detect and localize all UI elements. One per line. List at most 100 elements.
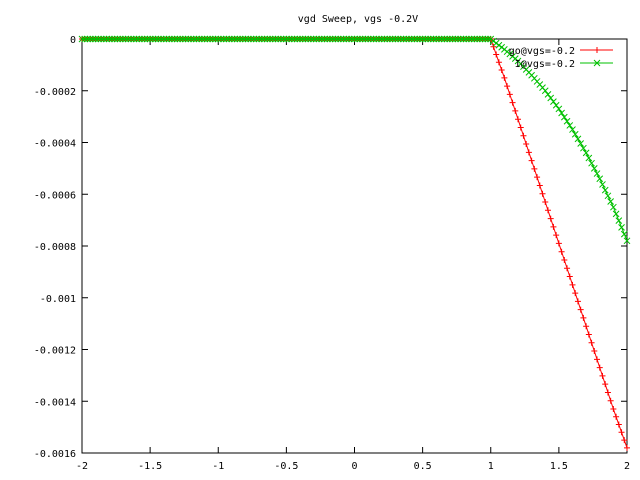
data-point — [247, 35, 255, 43]
data-point — [318, 35, 326, 43]
data-point — [217, 35, 225, 43]
data-point — [481, 35, 489, 43]
data-point — [274, 35, 282, 43]
data-point — [332, 35, 339, 43]
data-point — [329, 35, 337, 43]
data-point — [512, 107, 519, 114]
data-point — [157, 35, 165, 43]
data-point — [108, 35, 116, 43]
data-point — [258, 35, 266, 43]
data-point — [179, 35, 187, 43]
data-point — [588, 339, 595, 346]
data-point — [304, 35, 312, 43]
data-point — [585, 154, 593, 162]
x-tick-label: 1 — [488, 461, 494, 472]
data-point — [135, 35, 143, 43]
x-tick-label: -1.5 — [138, 461, 162, 472]
data-point — [342, 35, 350, 43]
data-point — [89, 35, 97, 43]
data-point — [571, 130, 579, 138]
data-point — [114, 35, 121, 43]
data-point — [484, 35, 492, 43]
data-point — [479, 35, 486, 43]
data-point — [353, 35, 361, 43]
y-tick-label: -0.0002 — [34, 87, 76, 98]
data-point — [504, 83, 511, 90]
y-tick-label: -0.0016 — [34, 449, 76, 460]
legend-item-1: go@vgs=-0.2 — [509, 46, 613, 57]
data-point — [280, 35, 288, 43]
data-point — [321, 35, 328, 43]
data-point — [493, 51, 500, 58]
data-point — [345, 35, 353, 43]
data-point — [236, 35, 244, 43]
y-axis: 0 -0.0002 -0.0004 -0.0006 -0.0008 -0.001 -0.00… — [34, 35, 627, 460]
data-point — [277, 35, 285, 43]
data-point — [261, 35, 268, 43]
data-point — [558, 109, 565, 117]
data-point — [569, 126, 576, 133]
data-point — [302, 35, 309, 43]
legend-marker — [594, 47, 600, 53]
chart-title: vgd Sweep, vgs -0.2V — [298, 14, 418, 25]
series-layer — [78, 35, 631, 451]
series-2 — [78, 35, 631, 245]
y-tick-label: -0.0004 — [34, 139, 76, 150]
data-point — [250, 35, 258, 43]
data-point — [171, 35, 179, 43]
data-point — [604, 389, 611, 396]
data-point — [449, 35, 456, 43]
data-point — [310, 35, 317, 43]
data-point — [591, 348, 598, 355]
data-point — [413, 35, 421, 43]
data-point — [531, 165, 538, 172]
data-point — [94, 35, 102, 43]
data-point — [244, 35, 252, 43]
data-point — [574, 298, 581, 305]
data-point — [187, 35, 195, 43]
data-point — [381, 35, 388, 43]
data-point — [593, 170, 601, 177]
data-point — [119, 35, 127, 43]
data-point — [163, 35, 170, 43]
y-tick-label: -0.0006 — [34, 190, 76, 201]
data-point — [97, 35, 105, 43]
data-point — [569, 281, 576, 288]
data-point — [523, 141, 530, 148]
data-point — [438, 35, 446, 43]
data-point — [441, 35, 448, 43]
data-point — [296, 35, 304, 43]
data-point — [520, 132, 527, 139]
data-point — [435, 35, 443, 43]
data-point — [465, 35, 473, 43]
data-point — [590, 165, 598, 172]
data-point — [165, 35, 173, 43]
data-point — [130, 35, 138, 43]
data-point — [116, 35, 124, 43]
data-point — [149, 35, 157, 43]
data-point — [220, 35, 228, 43]
data-point — [451, 35, 459, 43]
data-point — [359, 35, 367, 43]
data-point — [193, 35, 200, 43]
data-point — [585, 331, 592, 338]
data-point — [528, 157, 535, 164]
data-point — [577, 306, 584, 313]
data-point — [541, 87, 549, 95]
legend-label: go@vgs=-0.2 — [509, 46, 575, 57]
data-point — [473, 35, 481, 43]
data-point — [86, 35, 94, 43]
data-point — [416, 35, 424, 43]
y-tick-label: -0.0008 — [34, 242, 76, 253]
data-point — [471, 35, 478, 43]
data-point — [293, 35, 301, 43]
data-point — [476, 35, 484, 43]
y-tick-label: 0 — [70, 35, 76, 46]
data-point — [618, 429, 625, 436]
data-point — [563, 117, 571, 125]
data-point — [509, 99, 516, 106]
data-point — [498, 67, 505, 74]
data-point — [392, 35, 399, 43]
data-point — [602, 381, 609, 388]
data-point — [269, 35, 277, 43]
